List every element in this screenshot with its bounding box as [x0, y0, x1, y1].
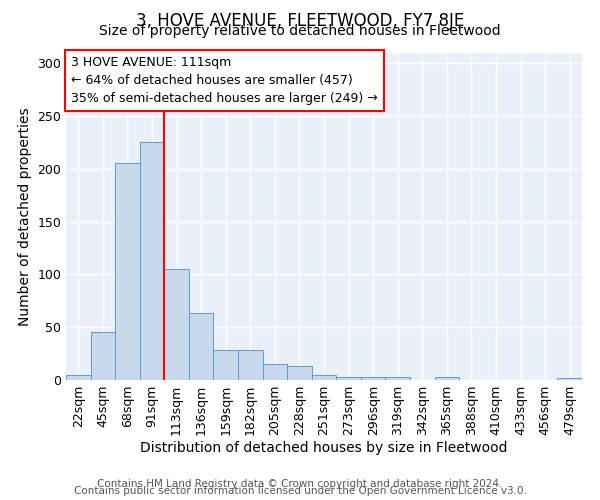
- Bar: [238, 350, 263, 380]
- Y-axis label: Number of detached properties: Number of detached properties: [18, 107, 32, 326]
- Bar: [66, 374, 91, 380]
- Bar: [287, 366, 312, 380]
- Bar: [140, 142, 164, 380]
- Bar: [434, 377, 459, 380]
- Text: 3, HOVE AVENUE, FLEETWOOD, FY7 8JE: 3, HOVE AVENUE, FLEETWOOD, FY7 8JE: [136, 12, 464, 30]
- Bar: [312, 374, 336, 380]
- Bar: [189, 314, 214, 380]
- Bar: [385, 377, 410, 380]
- X-axis label: Distribution of detached houses by size in Fleetwood: Distribution of detached houses by size …: [140, 441, 508, 455]
- Text: Size of property relative to detached houses in Fleetwood: Size of property relative to detached ho…: [99, 24, 501, 38]
- Text: Contains public sector information licensed under the Open Government Licence v3: Contains public sector information licen…: [74, 486, 526, 496]
- Text: 3 HOVE AVENUE: 111sqm
← 64% of detached houses are smaller (457)
35% of semi-det: 3 HOVE AVENUE: 111sqm ← 64% of detached …: [71, 56, 378, 105]
- Bar: [164, 269, 189, 380]
- Bar: [115, 164, 140, 380]
- Bar: [557, 378, 582, 380]
- Text: Contains HM Land Registry data © Crown copyright and database right 2024.: Contains HM Land Registry data © Crown c…: [97, 479, 503, 489]
- Bar: [336, 377, 361, 380]
- Bar: [214, 350, 238, 380]
- Bar: [91, 332, 115, 380]
- Bar: [263, 364, 287, 380]
- Bar: [361, 377, 385, 380]
